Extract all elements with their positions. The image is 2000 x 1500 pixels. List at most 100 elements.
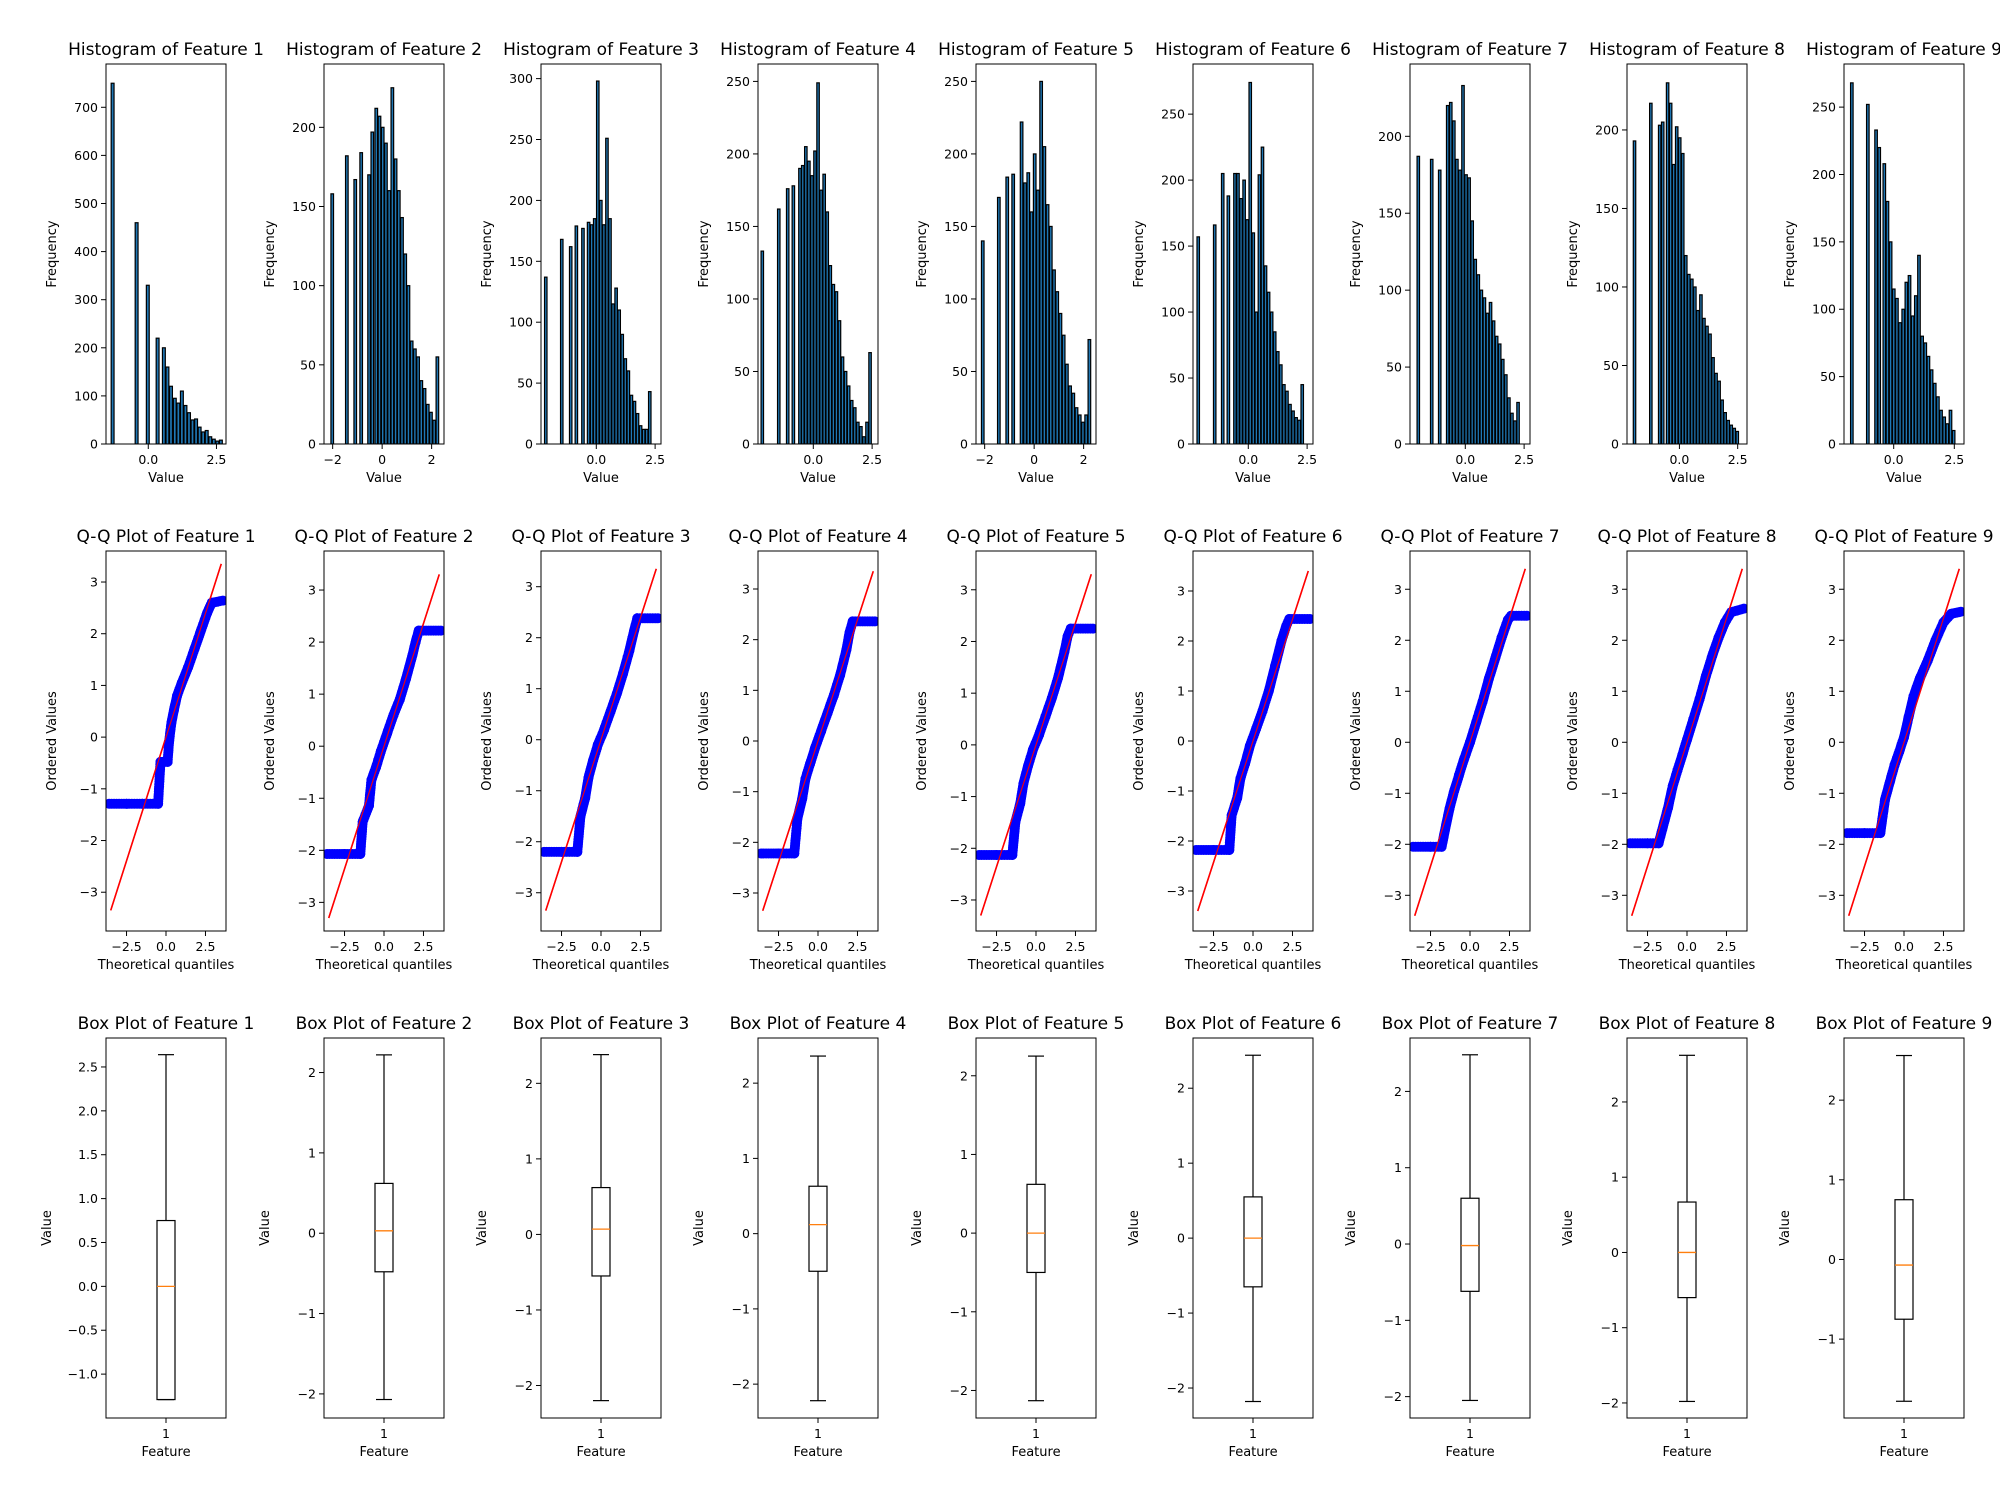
x-ticks: −2.5 0.0 2.5 [981,931,1085,954]
histogram-bar [635,412,640,444]
y-tick-label: 2 [308,635,316,650]
subplot-title: Histogram of Feature 9 [1806,40,2000,60]
y-tick-label: 2 [1394,633,1402,648]
y-axis-label: Value [258,1210,273,1246]
histogram-bar [393,158,398,444]
y-tick-label: 200 [1595,122,1619,137]
y-tick-label: −2 [298,1386,316,1401]
histogram-bar [1269,311,1274,444]
y-tick-label: 600 [74,148,98,163]
x-tick-label: −2.5 [981,939,1011,954]
subplot-bar-4: 0 50 100 150 200 250 0.0 2.5 Histogram of Featur… [697,40,916,486]
x-axis-label: Theoretical quantiles [1835,958,1973,973]
histogram-bar [179,390,184,444]
y-tick-label: 200 [944,146,968,161]
x-tick-label: −2.5 [546,939,576,954]
subplot-scatter-5: −3 −2 −1 0 1 2 3 −2.5 0.0 2.5 Q-Q Plot of Feature … [915,527,1126,973]
histogram-bar [611,303,615,444]
y-tick-label: 0 [308,437,316,452]
y-tick-label: 150 [292,199,316,214]
plot-area [324,574,444,919]
y-tick-label: 3 [1177,584,1185,599]
y-tick-label: −2 [1818,837,1836,852]
histogram-bar [595,80,600,444]
histogram-bar [1671,163,1676,444]
histogram-bar [1087,338,1092,444]
subplot-title: Q-Q Plot of Feature 8 [1597,527,1776,547]
subplot-title: Box Plot of Feature 8 [1599,1014,1776,1034]
histogram-bar [367,174,371,444]
histogram-bar [406,285,411,444]
axes-frame [1192,63,1314,445]
y-tick-label: 0 [1611,735,1619,750]
plot-area [1243,1054,1263,1403]
x-axis-label: Feature [141,1445,190,1460]
y-tick-label: 100 [1161,305,1185,320]
y-axis-label: Ordered Values [1566,691,1581,791]
histogram-bar [813,150,817,444]
histogram-bar [1068,385,1072,444]
y-axis-label: Frequency [1566,220,1581,287]
histogram-bar [1233,172,1237,444]
y-axis-label: Ordered Values [45,691,60,791]
histogram-bar [134,222,139,444]
plot-area [1677,1054,1697,1403]
histogram-bar [1735,430,1740,444]
qq-fit-line-overlay [1848,568,1960,916]
box-glyph [1243,1054,1263,1403]
qq-fit-line-overlay [980,574,1092,916]
y-axis-label: Value [910,1210,925,1246]
histogram-bar [1888,241,1893,444]
y-tick-label: 0 [960,737,968,752]
x-ticks: 1 [1900,1418,1908,1441]
subplot-bar-7: 0 50 100 150 200 0.0 2.5 Histogram of Feature 7… [1349,40,1568,486]
subplot-bar-3: 0 50 100 150 200 250 300 0.0 2.5 Histogram of Fea… [480,40,699,486]
histogram-bar [1882,163,1887,444]
y-tick-label: 3 [1828,582,1836,597]
histogram-bar [1236,172,1240,444]
y-axis-label: Value [1127,1210,1142,1246]
x-tick-label: 0.0 [1884,452,1904,467]
histogram-bar [589,224,594,444]
histogram-bar [868,352,872,444]
x-axis-label: Value [1018,471,1054,486]
y-tick-label: 200 [292,120,316,135]
y-axis-label: Ordered Values [263,691,278,791]
y-tick-label: −2 [1167,834,1185,849]
histogram-bar [1632,140,1637,444]
y-tick-label: 1 [308,687,316,702]
subplot-title: Box Plot of Feature 1 [78,1014,255,1034]
histogram-bar [1026,172,1031,444]
y-tick-label: 2 [1611,1094,1619,1109]
x-tick-label: 2 [428,452,436,467]
box-glyph [156,1054,176,1401]
plot-area [106,563,226,911]
x-tick-label: 1 [814,1426,822,1441]
y-tick-label: 100 [1595,279,1619,294]
x-tick-label: 0.0 [1669,452,1689,467]
y-tick-label: −3 [298,895,316,910]
qq-points [1627,603,1747,849]
histogram-bar [1297,419,1302,444]
histogram-bar [1929,369,1934,444]
y-axis-label: Frequency [45,220,60,287]
subplot-scatter-2: −3 −2 −1 0 1 2 3 −2.5 0.0 2.5 Q-Q Plot of Feature … [263,527,474,973]
y-tick-label: 200 [74,340,98,355]
histogram-bar [197,426,202,444]
y-tick-label: 2 [90,626,98,641]
histogram-bar [1513,420,1517,444]
histogram-bar [1877,146,1882,444]
histogram-bar [581,227,585,444]
y-tick-label: −1 [515,1302,533,1317]
histogram-bar [1503,374,1508,444]
histogram-bar [1726,419,1731,444]
plot-area [760,82,872,444]
x-tick-label: 2.5 [848,939,868,954]
histogram-bar [155,337,160,444]
x-axis-label: Value [1452,471,1488,486]
x-axis-label: Theoretical quantiles [532,958,670,973]
y-tick-label: 250 [1812,100,1836,115]
plot-area [1196,81,1305,444]
histogram-bar [1674,126,1679,444]
qq-fit-line-overlay [1631,568,1743,916]
